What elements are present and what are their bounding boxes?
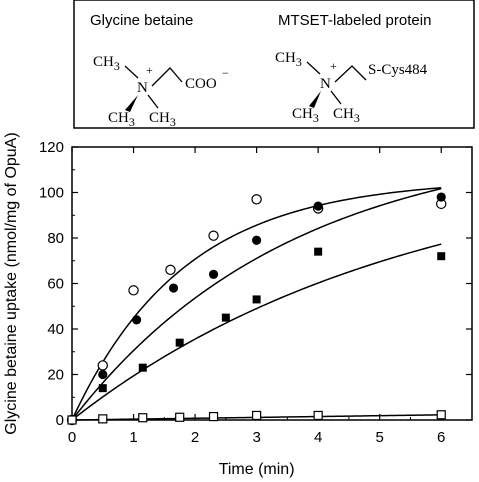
nitrogen-left: N: [137, 80, 148, 96]
x-tick-label: 5: [376, 429, 384, 446]
x-tick-label: 6: [437, 429, 445, 446]
data-point-open-square: [98, 414, 108, 424]
chain-bonds-left: [151, 67, 183, 87]
data-point-filled-square: [175, 338, 184, 347]
x-tick-label: 2: [191, 429, 199, 446]
chain-bonds-right: [334, 65, 367, 83]
fit-curve-open-circle: [71, 186, 442, 421]
carboxylate-left: COO: [185, 76, 217, 92]
data-point-open-circle: [128, 285, 139, 296]
nitrogen-right: N: [320, 76, 331, 92]
structure-title-mtset-labeled-protein: MTSET-labeled protein: [278, 12, 431, 29]
data-point-open-circle: [208, 230, 219, 241]
axes: [71, 146, 473, 421]
data-point-filled-square: [252, 295, 261, 304]
data-point-filled-square: [221, 313, 230, 322]
y-tick-label: 120: [39, 139, 64, 156]
wedge-bond-right: [309, 91, 321, 108]
plot-frame: [71, 146, 473, 421]
wedge-bond-left: [125, 95, 138, 112]
data-point-open-square: [252, 410, 262, 421]
y-tick-label: 40: [47, 321, 64, 338]
data-point-open-square: [436, 410, 446, 420]
structure-title-glycine-betaine: Glycine betaine: [90, 12, 193, 29]
data-point-open-circle: [97, 360, 108, 371]
x-tick-label: 3: [252, 429, 260, 446]
data-point-filled-circle: [252, 235, 262, 245]
cysteine-label: S-Cys484: [368, 62, 428, 78]
methyl-bottom-right: CH3: [149, 110, 176, 129]
data-point-open-square: [67, 415, 77, 425]
data-point-filled-square: [138, 363, 147, 372]
methyl-top-right: CH3: [275, 50, 302, 69]
y-axis-label: Glycine betaine uptake (nmol/mg of OpuA): [3, 132, 20, 434]
data-point-filled-circle: [436, 192, 446, 202]
data-point-filled-square: [314, 247, 323, 256]
data-point-open-square: [313, 410, 323, 421]
data-point-open-circle: [251, 194, 262, 205]
fit-curve-filled-circle: [71, 187, 442, 421]
y-tick-label: 100: [39, 185, 64, 202]
data-point-open-circle: [165, 264, 176, 276]
data-point-filled-circle: [313, 201, 323, 211]
data-point-open-square: [208, 411, 219, 422]
y-tick-label: 20: [47, 367, 64, 384]
mtset-labeled-protein-structure: MTSET-labeled protein CH3 N + CH3 CH3 S-…: [275, 12, 431, 125]
x-axis-label: Time (min): [219, 461, 295, 478]
y-tick-label: 0: [56, 412, 64, 429]
structures-panel: Glycine betaine CH3 N + CH3 CH3 COO − MT…: [73, 0, 475, 129]
fit-curve-filled-square: [71, 243, 442, 421]
data-point-filled-circle: [98, 369, 108, 380]
fit-curves: [71, 186, 442, 421]
methyl-bottom-right-right: CH3: [333, 106, 360, 125]
data-point-open-square: [138, 413, 148, 423]
data-point-open-square: [175, 412, 185, 422]
glycine-betaine-structure: Glycine betaine CH3 N + CH3 CH3 COO −: [90, 12, 229, 129]
x-tick-label: 0: [68, 429, 76, 446]
x-tick-label: 4: [314, 429, 322, 446]
bond-n-methyl-top-right: [306, 61, 321, 75]
data-point-filled-square: [98, 384, 107, 393]
data-point-filled-square: [437, 252, 446, 261]
methyl-bottom-left-right: CH3: [292, 106, 319, 125]
x-tick-label: 1: [129, 429, 137, 446]
methyl-top-left: CH3: [93, 54, 120, 73]
y-tick-label: 80: [47, 230, 64, 247]
data-points: [66, 192, 447, 426]
data-point-filled-circle: [208, 269, 219, 279]
methyl-bottom-left: CH3: [108, 110, 135, 129]
charge-plus-right: +: [330, 59, 337, 73]
bond-n-methyl-br-right: [330, 90, 342, 105]
bond-n-methyl-br-left: [147, 94, 159, 109]
charge-plus-left: +: [146, 63, 153, 77]
bond-n-methyl-top-left: [124, 65, 139, 79]
data-point-filled-circle: [168, 283, 179, 293]
data-point-filled-circle: [132, 315, 142, 325]
y-tick-label: 60: [47, 276, 64, 293]
structures-frame: [73, 0, 475, 129]
charge-minus-left: −: [222, 66, 229, 80]
